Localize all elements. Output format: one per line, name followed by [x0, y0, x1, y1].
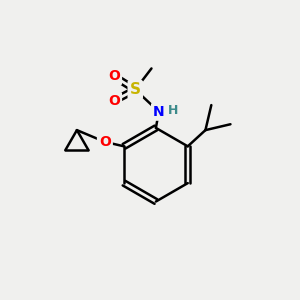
Text: S: S: [130, 82, 141, 97]
Text: O: O: [108, 69, 120, 83]
Text: O: O: [108, 94, 120, 108]
Text: O: O: [99, 135, 111, 149]
Text: H: H: [168, 104, 179, 117]
Text: N: N: [153, 105, 165, 119]
